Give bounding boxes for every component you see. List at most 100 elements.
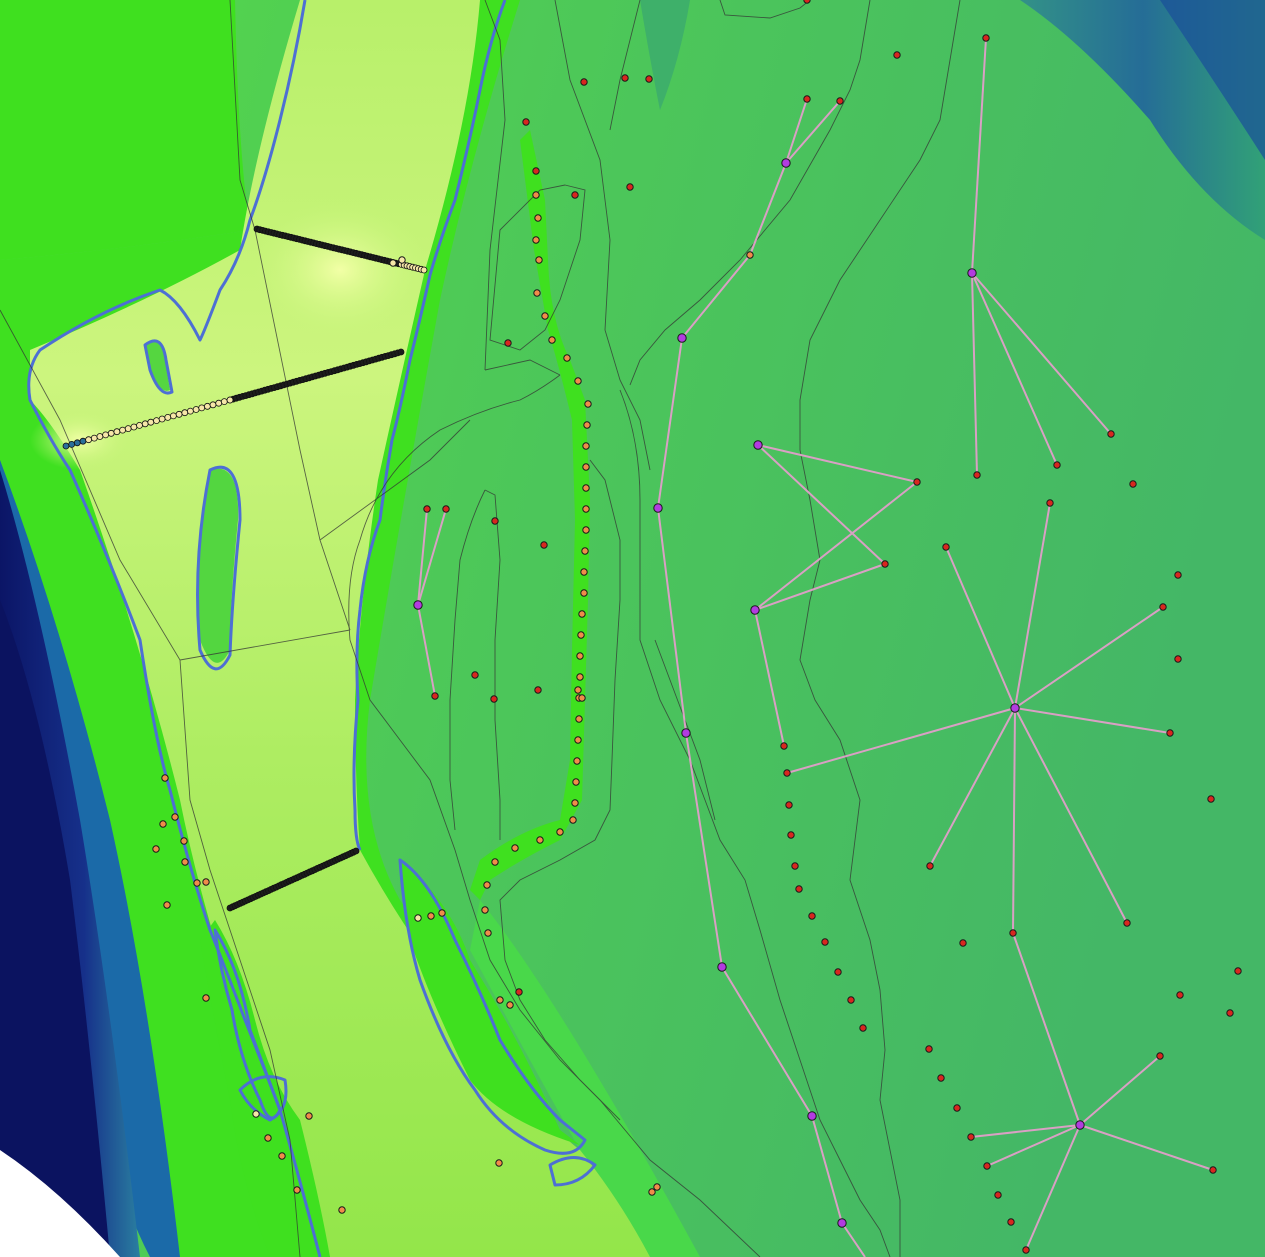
survey-point[interactable]: [937, 1074, 945, 1082]
transect-point[interactable]: [169, 412, 177, 420]
survey-point[interactable]: [578, 610, 586, 618]
survey-point[interactable]: [582, 526, 590, 534]
survey-point[interactable]: [571, 191, 579, 199]
survey-point[interactable]: [442, 505, 450, 513]
survey-point[interactable]: [834, 968, 842, 976]
survey-point[interactable]: [532, 167, 540, 175]
survey-point[interactable]: [836, 97, 844, 105]
transect-point[interactable]: [220, 398, 228, 406]
survey-point[interactable]: [580, 568, 588, 576]
survey-point[interactable]: [163, 901, 171, 909]
survey-point[interactable]: [967, 1133, 975, 1141]
survey-point[interactable]: [925, 1045, 933, 1053]
survey-point[interactable]: [574, 377, 582, 385]
survey-point[interactable]: [305, 1112, 313, 1120]
survey-point[interactable]: [893, 51, 901, 59]
survey-point[interactable]: [338, 1206, 346, 1214]
survey-point[interactable]: [506, 1001, 514, 1009]
survey-point[interactable]: [171, 813, 179, 821]
network-node[interactable]: [653, 503, 663, 513]
transect-point[interactable]: [198, 404, 206, 412]
survey-point[interactable]: [293, 1186, 301, 1194]
survey-point[interactable]: [536, 836, 544, 844]
transect-point[interactable]: [186, 407, 194, 415]
transect-point[interactable]: [147, 418, 155, 426]
survey-point[interactable]: [645, 75, 653, 83]
survey-point[interactable]: [582, 505, 590, 513]
network-node[interactable]: [677, 333, 687, 343]
survey-point[interactable]: [1174, 655, 1182, 663]
transect-point[interactable]: [62, 442, 70, 450]
survey-point[interactable]: [532, 236, 540, 244]
survey-point[interactable]: [942, 543, 950, 551]
survey-point[interactable]: [584, 400, 592, 408]
survey-point[interactable]: [653, 1183, 661, 1191]
survey-point[interactable]: [481, 906, 489, 914]
network-node[interactable]: [837, 1218, 847, 1228]
survey-point[interactable]: [495, 1159, 503, 1167]
survey-point[interactable]: [580, 78, 588, 86]
survey-point[interactable]: [580, 589, 588, 597]
transect-point[interactable]: [164, 413, 172, 421]
survey-point[interactable]: [540, 541, 548, 549]
network-node[interactable]: [413, 600, 423, 610]
transect-point[interactable]: [420, 266, 428, 274]
survey-point[interactable]: [152, 845, 160, 853]
survey-point[interactable]: [515, 988, 523, 996]
survey-point[interactable]: [504, 339, 512, 347]
survey-point[interactable]: [522, 118, 530, 126]
survey-point[interactable]: [574, 686, 582, 694]
survey-point[interactable]: [785, 801, 793, 809]
transect-point[interactable]: [175, 410, 183, 418]
survey-point[interactable]: [821, 938, 829, 946]
survey-point[interactable]: [994, 1191, 1002, 1199]
survey-point[interactable]: [490, 695, 498, 703]
transect-point[interactable]: [79, 437, 87, 445]
survey-point[interactable]: [780, 742, 788, 750]
survey-point[interactable]: [1207, 795, 1215, 803]
survey-point[interactable]: [193, 879, 201, 887]
survey-point[interactable]: [859, 1024, 867, 1032]
network-node[interactable]: [681, 728, 691, 738]
survey-point[interactable]: [808, 912, 816, 920]
survey-point[interactable]: [1022, 1246, 1030, 1254]
network-node[interactable]: [717, 962, 727, 972]
network-node[interactable]: [781, 158, 791, 168]
survey-point[interactable]: [1123, 919, 1131, 927]
survey-point[interactable]: [982, 34, 990, 42]
network-node[interactable]: [753, 440, 763, 450]
survey-point[interactable]: [1007, 1218, 1015, 1226]
survey-point[interactable]: [1166, 729, 1174, 737]
survey-point[interactable]: [438, 909, 446, 917]
survey-point[interactable]: [202, 878, 210, 886]
survey-point[interactable]: [398, 256, 406, 264]
transect-point[interactable]: [215, 399, 223, 407]
survey-point[interactable]: [535, 256, 543, 264]
survey-point[interactable]: [787, 831, 795, 839]
survey-point[interactable]: [491, 858, 499, 866]
transect-point[interactable]: [352, 847, 360, 855]
survey-point[interactable]: [953, 1104, 961, 1112]
transect-point[interactable]: [181, 409, 189, 417]
survey-point[interactable]: [573, 757, 581, 765]
survey-point[interactable]: [571, 799, 579, 807]
survey-point[interactable]: [746, 251, 754, 259]
transect-point[interactable]: [73, 439, 81, 447]
transect-point[interactable]: [107, 429, 115, 437]
survey-point[interactable]: [533, 289, 541, 297]
survey-point[interactable]: [1046, 499, 1054, 507]
survey-point[interactable]: [511, 844, 519, 852]
transect-point[interactable]: [90, 434, 98, 442]
survey-point[interactable]: [581, 547, 589, 555]
transect-point[interactable]: [124, 425, 132, 433]
survey-point[interactable]: [423, 505, 431, 513]
survey-point[interactable]: [1053, 461, 1061, 469]
transect-point[interactable]: [203, 402, 211, 410]
survey-point[interactable]: [577, 631, 585, 639]
survey-point[interactable]: [180, 837, 188, 845]
survey-point[interactable]: [389, 259, 397, 267]
survey-point[interactable]: [582, 484, 590, 492]
network-node[interactable]: [967, 268, 977, 278]
